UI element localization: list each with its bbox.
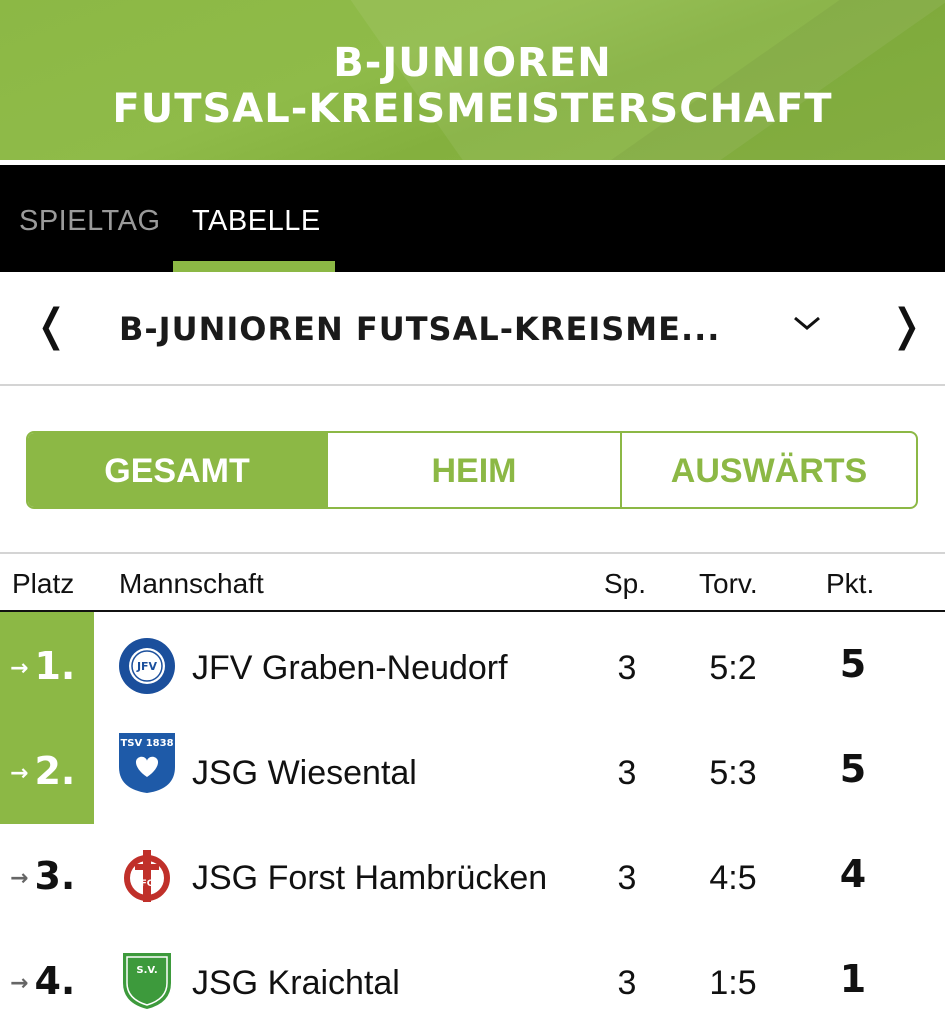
rank-number: 3. <box>34 854 76 898</box>
rank-number: 2. <box>34 749 76 793</box>
goal-ratio: 4:5 <box>709 859 757 897</box>
table-row[interactable]: → 3. FC JSG Forst Hambrücken 3 4:5 4 <box>0 824 945 929</box>
trend-arrow-icon: → <box>10 656 29 681</box>
column-header-sp: Sp. <box>604 568 647 599</box>
chevron-right-icon[interactable]: ❭ <box>888 300 925 351</box>
rank-cell: → 1. <box>10 644 75 688</box>
competition-title[interactable]: B-JUNIOREN FUTSAL-KREISME... <box>119 310 721 348</box>
active-tab-indicator <box>173 261 335 272</box>
segment-gesamt[interactable]: GESAMT <box>28 433 326 507</box>
header-underline <box>0 610 945 612</box>
trend-arrow-icon: → <box>10 761 29 786</box>
chevron-left-icon[interactable]: ❬ <box>33 300 70 351</box>
points: 1 <box>839 957 867 1001</box>
competition-selector: ❬ B-JUNIOREN FUTSAL-KREISME... ❭ <box>0 272 945 386</box>
team-logo-icon: JFV <box>119 638 175 694</box>
filter-segmented-control: GESAMT HEIM AUSWÄRTS <box>26 431 918 509</box>
rank-cell: → 4. <box>10 959 75 1003</box>
team-name[interactable]: JSG Wiesental <box>192 754 417 792</box>
rank-cell: → 2. <box>10 749 75 793</box>
logo-text: FC <box>141 879 154 889</box>
games-played: 3 <box>617 964 637 1002</box>
trend-arrow-icon: → <box>10 866 29 891</box>
goal-ratio: 5:2 <box>709 649 757 687</box>
team-name[interactable]: JSG Kraichtal <box>192 964 400 1002</box>
page-header: B-JUNIOREN FUTSAL-KREISMEISTERSCHAFT <box>0 0 945 160</box>
table-row[interactable]: → 2. TSV 1838 JSG Wiesental 3 5:3 5 <box>0 719 945 824</box>
team-logo-icon: TSV 1838 <box>119 733 175 793</box>
qualification-highlight <box>0 612 94 824</box>
team-name[interactable]: JSG Forst Hambrücken <box>192 859 548 897</box>
points: 4 <box>839 852 867 896</box>
column-header-pkt: Pkt. <box>826 568 875 599</box>
trend-arrow-icon: → <box>10 971 29 996</box>
column-header-platz: Platz <box>12 568 75 599</box>
segment-heim[interactable]: HEIM <box>326 433 622 507</box>
goal-ratio: 1:5 <box>709 964 757 1002</box>
logo-text: TSV 1838 <box>120 738 173 749</box>
page-title-line1: B-JUNIOREN <box>333 40 612 86</box>
games-played: 3 <box>617 649 637 687</box>
column-header-torv: Torv. <box>699 568 758 599</box>
points: 5 <box>839 747 867 791</box>
table-row[interactable]: → 4. S.V. JSG Kraichtal 3 1:5 1 <box>0 929 945 1034</box>
rank-number: 4. <box>34 959 76 1003</box>
table-row[interactable]: → 1. JFV JFV Graben-Neudorf 3 5:2 5 <box>0 614 945 719</box>
goal-ratio: 5:3 <box>709 754 757 792</box>
page-title-line2: FUTSAL-KREISMEISTERSCHAFT <box>112 86 833 132</box>
logo-text: JFV <box>136 660 158 673</box>
logo-text: S.V. <box>136 965 157 976</box>
team-name[interactable]: JFV Graben-Neudorf <box>192 649 508 687</box>
rank-cell: → 3. <box>10 854 75 898</box>
rank-number: 1. <box>34 644 76 688</box>
tab-bar: SPIELTAG TABELLE <box>0 165 945 272</box>
team-logo-icon: FC <box>124 850 170 902</box>
chevron-down-icon[interactable] <box>790 306 824 340</box>
team-logo-icon: S.V. <box>123 953 171 1009</box>
points: 5 <box>839 642 867 686</box>
column-header-mannschaft: Mannschaft <box>119 568 264 599</box>
games-played: 3 <box>617 859 637 897</box>
tab-tabelle[interactable]: TABELLE <box>192 205 321 237</box>
tab-spieltag[interactable]: SPIELTAG <box>19 205 161 237</box>
games-played: 3 <box>617 754 637 792</box>
table-divider <box>0 552 945 554</box>
segment-auswaerts[interactable]: AUSWÄRTS <box>670 452 868 490</box>
header-divider <box>0 160 945 165</box>
